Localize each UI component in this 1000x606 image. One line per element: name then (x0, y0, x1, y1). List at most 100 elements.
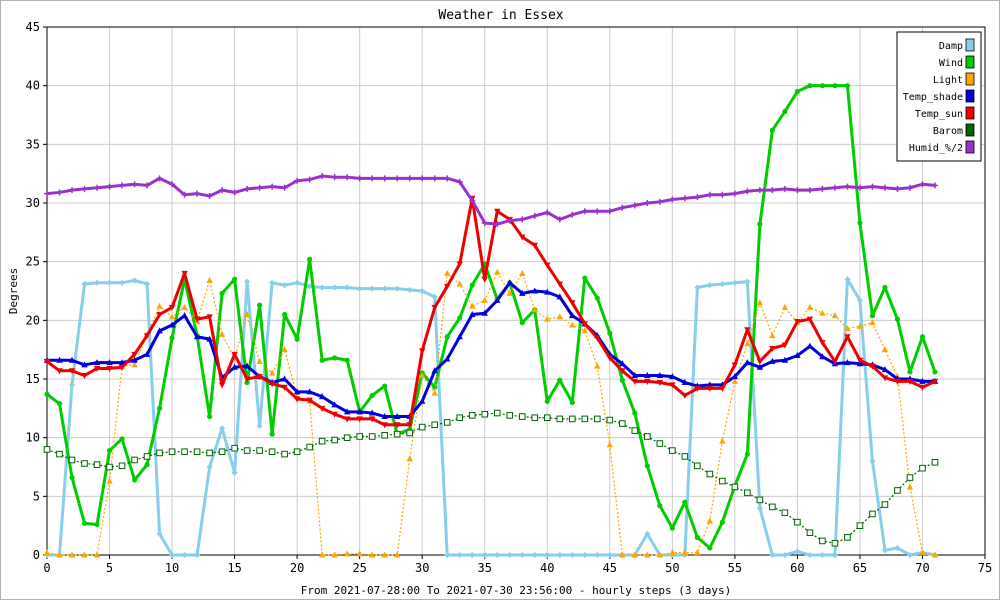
data-point-temp-sun (906, 378, 914, 385)
data-point-barom (268, 448, 276, 456)
data-point-humid-2 (281, 184, 288, 191)
data-point-wind (319, 357, 325, 363)
data-point-light (706, 517, 714, 524)
data-point-temp-sun (644, 378, 651, 385)
data-point-damp (231, 469, 238, 476)
data-point-barom (794, 518, 801, 526)
data-point-barom (256, 447, 263, 454)
data-point-temp-shade (356, 408, 363, 415)
data-point-damp (744, 278, 751, 285)
data-point-wind (282, 311, 288, 318)
data-point-humid-2 (306, 176, 313, 183)
data-point-damp (181, 552, 188, 558)
data-point-humid-2 (119, 182, 126, 189)
data-point-humid-2 (544, 209, 551, 216)
data-point-humid-2 (519, 216, 526, 223)
data-point-light (431, 389, 438, 396)
legend-label-damp: Damp (939, 41, 963, 52)
data-point-wind (94, 521, 100, 528)
data-point-damp (94, 279, 101, 286)
data-point-humid-2 (81, 185, 88, 192)
data-point-temp-sun (143, 333, 151, 340)
data-point-damp (331, 284, 338, 291)
data-point-temp-shade (143, 350, 151, 357)
data-point-humid-2 (194, 190, 201, 197)
series-temp-shade (43, 279, 939, 420)
data-point-temp-shade (844, 359, 851, 366)
data-point-temp-shade (669, 373, 676, 380)
data-point-damp (781, 552, 788, 558)
data-point-light (356, 550, 363, 557)
y-axis-label: Degrees (7, 268, 20, 314)
data-point-light (281, 346, 288, 353)
data-point-wind (544, 398, 550, 404)
data-point-humid-2 (644, 200, 651, 206)
x-tick-label: 75 (978, 561, 992, 575)
data-point-barom (856, 522, 864, 529)
data-point-humid-2 (331, 174, 338, 181)
y-tick-label: 40 (26, 79, 40, 93)
data-point-wind (657, 503, 663, 509)
data-point-light (81, 551, 88, 558)
data-point-humid-2 (406, 175, 413, 182)
data-point-temp-shade (431, 367, 438, 374)
data-point-barom (143, 453, 151, 460)
data-point-temp-sun (181, 270, 188, 277)
data-point-humid-2 (819, 185, 826, 192)
data-point-humid-2 (844, 183, 851, 190)
data-point-temp-sun (168, 304, 176, 311)
data-point-humid-2 (619, 204, 626, 211)
data-point-temp-sun (131, 351, 138, 358)
data-point-damp (606, 552, 613, 558)
data-point-temp-shade (656, 371, 664, 378)
data-point-temp-sun (118, 364, 126, 371)
data-point-wind (119, 436, 125, 442)
legend-swatch-temp-sun (965, 106, 975, 120)
data-point-temp-sun (744, 327, 751, 334)
series-line-humid-2 (46, 174, 936, 226)
data-point-barom (281, 450, 288, 458)
data-point-temp-sun (844, 334, 851, 341)
data-point-temp-shade (281, 375, 288, 382)
data-point-wind (307, 256, 313, 262)
data-point-humid-2 (381, 175, 388, 182)
data-point-barom (731, 483, 739, 491)
data-point-light (931, 551, 939, 558)
data-point-damp (256, 422, 263, 429)
data-point-temp-sun (781, 342, 789, 349)
data-point-wind (156, 405, 163, 411)
data-point-wind (219, 290, 225, 296)
data-point-barom (644, 433, 651, 440)
data-point-humid-2 (794, 187, 801, 194)
data-point-wind (869, 313, 876, 319)
data-point-barom (331, 436, 338, 444)
data-point-temp-sun (293, 396, 301, 403)
data-point-temp-shade (419, 397, 426, 404)
data-point-wind (832, 83, 838, 89)
data-point-humid-2 (556, 216, 563, 223)
data-point-temp-shade (881, 366, 889, 373)
data-point-temp-sun (656, 380, 664, 387)
data-point-wind (769, 127, 775, 133)
data-point-barom (306, 443, 313, 451)
data-point-wind (169, 335, 175, 341)
data-point-temp-shade (631, 371, 639, 378)
data-point-humid-2 (356, 175, 363, 182)
data-point-temp-sun (406, 422, 413, 429)
y-tick-label: 20 (26, 313, 40, 327)
data-point-temp-shade (781, 356, 789, 363)
data-point-humid-2 (294, 177, 301, 184)
data-point-temp-sun (106, 365, 113, 372)
data-point-light (268, 369, 276, 376)
data-point-temp-sun (481, 276, 488, 283)
data-point-temp-sun (331, 411, 338, 418)
data-point-temp-sun (519, 234, 526, 241)
data-point-barom (206, 449, 213, 457)
data-point-temp-shade (544, 288, 551, 295)
data-point-damp (794, 548, 801, 555)
data-point-humid-2 (681, 195, 688, 202)
legend-label-humid-2: Humid_%/2 (909, 143, 963, 154)
data-point-damp (731, 279, 738, 286)
data-point-temp-sun (794, 319, 801, 326)
